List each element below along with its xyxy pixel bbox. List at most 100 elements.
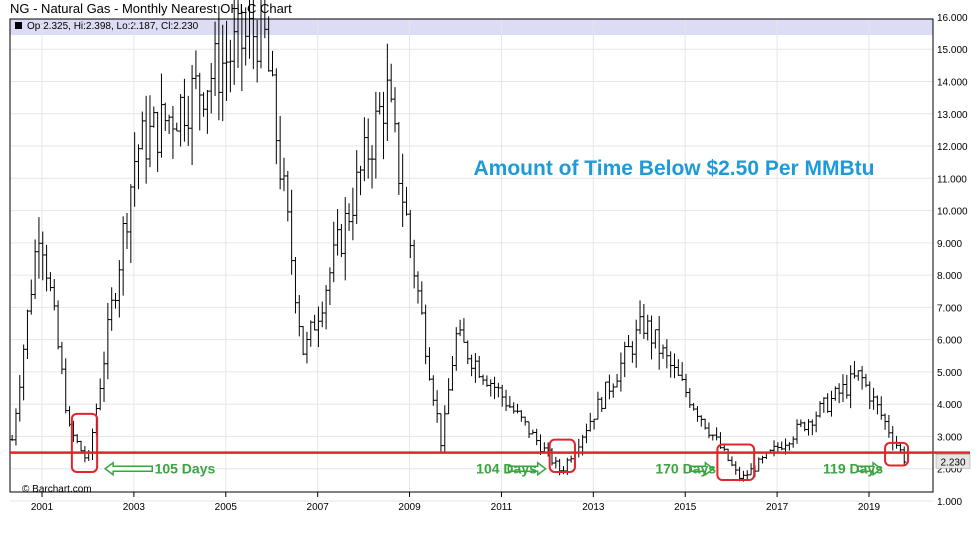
- ohlc-bar: [59, 341, 64, 375]
- ohlc-bar: [419, 281, 424, 315]
- chart-title: NG - Natural Gas - Monthly Nearest OHLC …: [10, 1, 292, 16]
- ohlc-bar: [515, 403, 520, 414]
- ohlc-bar: [657, 315, 662, 370]
- ohlc-bar: [879, 396, 884, 420]
- ohlc-bar: [63, 358, 68, 414]
- x-tick-label: 2019: [858, 502, 881, 513]
- ohlc-bar: [293, 256, 298, 314]
- ohlc-bar: [695, 405, 700, 422]
- ohlc-bar: [278, 116, 283, 190]
- ohlc-bar: [615, 373, 620, 388]
- x-tick-label: 2001: [31, 502, 54, 513]
- ohlc-bar: [454, 327, 459, 371]
- y-tick-label: 16.000: [937, 13, 968, 24]
- low-period-box: [548, 438, 576, 473]
- ohlc-bar: [29, 279, 34, 315]
- ohlc-bar: [40, 231, 45, 281]
- duration-label: 170 Days: [655, 461, 716, 477]
- y-tick-label: 9.000: [937, 239, 962, 250]
- ohlc-bar: [140, 111, 145, 150]
- ohlc-bar: [603, 381, 608, 409]
- ohlc-bar: [312, 314, 317, 331]
- ohlc-bar: [48, 272, 53, 292]
- ohlc-bar: [814, 411, 819, 433]
- y-tick-label: 7.000: [937, 303, 962, 314]
- ohlc-bar: [504, 389, 509, 412]
- y-tick-label: 11.000: [937, 174, 967, 185]
- ohlc-bar: [251, 0, 256, 70]
- ohlc-bar: [710, 434, 715, 441]
- ohlc-bar: [749, 463, 754, 476]
- ohlc-bar: [802, 421, 807, 432]
- ohlc-bar: [213, 21, 218, 97]
- arrow-shape: [103, 461, 154, 477]
- ohlc-bar: [174, 122, 179, 132]
- ohlc-bar: [354, 150, 359, 224]
- ohlc-bar: [729, 456, 734, 467]
- last-value-label: 2.230: [940, 457, 965, 468]
- duration-labels-layer: 105 Days 104 Days 170 Days 119 Days Amount o…: [22, 157, 883, 495]
- ohlc-bar: [458, 319, 463, 337]
- ohlc-bar: [264, 0, 267, 39]
- ohlc-bar: [527, 421, 532, 439]
- arrow-shape: [507, 461, 547, 477]
- ohlc-bar: [821, 397, 826, 413]
- ohlc-bar: [760, 455, 765, 464]
- ohlc-bar: [178, 94, 183, 147]
- y-tick-label: 14.000: [937, 77, 968, 88]
- ohlc-bar: [611, 383, 616, 398]
- ohlc-bar: [856, 370, 861, 381]
- ohlc-bar: [163, 102, 168, 132]
- ohlc-bar: [779, 441, 784, 451]
- ohlc-bar: [366, 118, 371, 179]
- ohlc-bar: [343, 197, 348, 281]
- ohlc-bar: [687, 388, 692, 408]
- ohlc-bar: [500, 384, 505, 407]
- ohlc-bar: [36, 217, 41, 279]
- ohlc-bar: [664, 339, 669, 369]
- ohlc-bar: [404, 186, 409, 216]
- x-tick-label: 2015: [674, 502, 697, 513]
- ohlc-bar: [829, 390, 834, 417]
- ohlc-bar: [370, 145, 375, 189]
- ohlc-bar: [772, 440, 777, 457]
- ohlc-bar: [362, 117, 367, 182]
- duration-arrow: [103, 461, 154, 477]
- ohlc-bar: [833, 386, 838, 401]
- arrow-shape: [856, 461, 883, 477]
- ohlc-bar: [745, 470, 750, 480]
- ohlc-bar: [871, 387, 876, 410]
- duration-label: 119 Days: [823, 461, 883, 477]
- ohlc-bar: [320, 301, 325, 328]
- ohlc-bar: [121, 216, 126, 296]
- ohlc-bar: [641, 303, 646, 339]
- ohlc-bar: [699, 415, 704, 427]
- ohlc-bar: [17, 374, 22, 422]
- x-tick-label: 2011: [491, 502, 513, 513]
- ohlc-bar: [618, 352, 623, 392]
- ohlc-bar: [852, 361, 857, 379]
- ohlc-bar: [301, 326, 306, 356]
- ohlc-bar: [373, 91, 378, 179]
- duration-arrow: [507, 461, 547, 477]
- x-tick-label: 2007: [307, 502, 330, 513]
- ohlc-bars-layer: [10, 0, 907, 482]
- ohlc-bar: [672, 353, 677, 379]
- y-tick-label: 4.000: [937, 400, 962, 411]
- ohlc-bar: [446, 378, 451, 415]
- ohlc-bar: [691, 402, 696, 411]
- duration-arrow: [689, 461, 715, 477]
- last-value-box: [935, 454, 971, 469]
- ohlc-bar: [484, 375, 489, 387]
- ohlc-bar: [473, 353, 478, 383]
- ohlc-bar: [98, 378, 103, 411]
- ohlc-bar: [668, 351, 673, 378]
- ohlc-bar: [706, 422, 711, 439]
- low-period-box: [716, 443, 756, 482]
- ohlc-bar: [630, 341, 635, 363]
- ohlc-bar: [167, 114, 172, 134]
- ohlc-bar: [431, 375, 436, 406]
- ohlc-bar: [124, 212, 129, 250]
- ohlc-bar: [289, 189, 294, 275]
- ohlc-bar: [902, 446, 907, 465]
